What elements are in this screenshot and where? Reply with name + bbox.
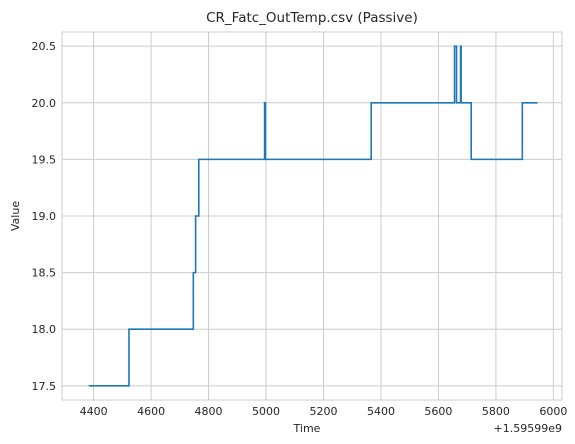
x-tick-label: 4800 — [195, 405, 223, 418]
x-tick-label: 4600 — [137, 405, 165, 418]
y-tick-label: 19.0 — [32, 210, 57, 223]
x-tick-labels: 4400 4600 4800 5000 5200 5400 5600 5800 6000 — [80, 405, 568, 418]
y-tick-label: 20.0 — [32, 97, 57, 110]
y-tick-label: 18.0 — [32, 323, 57, 336]
x-tick-label: 6000 — [539, 405, 567, 418]
y-tick-label: 20.5 — [32, 40, 57, 53]
x-tick-label: 5600 — [424, 405, 452, 418]
series-line — [88, 45, 538, 387]
x-axis-label: Time — [293, 422, 321, 435]
y-tick-label: 18.5 — [32, 267, 57, 280]
plot-frame — [61, 31, 563, 401]
y-tick-label: 19.5 — [32, 153, 57, 166]
x-tick-label: 4400 — [80, 405, 108, 418]
chart-title: CR_Fatc_OutTemp.csv (Passive) — [206, 10, 418, 26]
y-axis-label: Value — [9, 201, 22, 231]
x-tick-label: 5000 — [252, 405, 280, 418]
y-tick-labels: 17.5 18.0 18.5 19.0 19.5 20.0 20.5 — [32, 40, 57, 393]
x-tick-label: 5800 — [482, 405, 510, 418]
x-offset-label: +1.59599e9 — [494, 422, 562, 435]
x-tick-label: 5200 — [309, 405, 337, 418]
y-tick-label: 17.5 — [32, 380, 57, 393]
x-tick-label: 5400 — [367, 405, 395, 418]
